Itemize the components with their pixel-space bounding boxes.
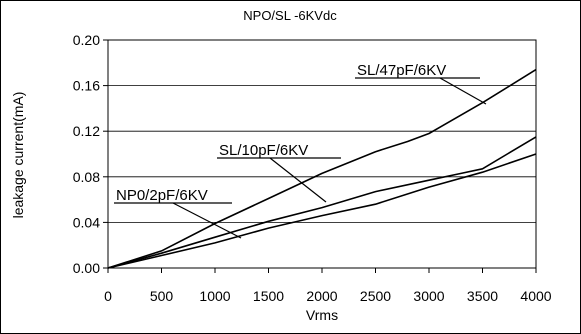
chart-title: NPO/SL -6KVdc	[243, 8, 337, 23]
y-tick-label-5: 0.20	[73, 32, 100, 48]
x-tick-label-4: 2000	[306, 288, 337, 304]
y-tick-label-4: 0.16	[73, 78, 100, 94]
y-tick-label-0: 0.00	[73, 260, 100, 276]
x-tick-label-0: 0	[104, 288, 112, 304]
x-axis-label: Vrms	[306, 307, 338, 323]
series-annotations: SL/47pF/6KV SL/10pF/6KV NP0/2pF/6KV	[114, 62, 487, 239]
x-tick-label-1: 500	[150, 288, 174, 304]
x-tick-label-6: 3000	[413, 288, 444, 304]
series-label-0: SL/47pF/6KV	[357, 62, 446, 79]
y-axis-ticks: 0.00 0.04 0.08 0.12 0.16 0.20	[73, 32, 108, 276]
series-leader-line-2	[172, 202, 242, 239]
x-tick-label-5: 2500	[360, 288, 391, 304]
series-leader-line-1	[269, 157, 327, 203]
x-tick-label-3: 1500	[253, 288, 284, 304]
y-tick-label-1: 0.04	[73, 214, 100, 230]
x-axis-ticks: 0 500 1000 1500 2000 2500 3000 3500 4000	[104, 268, 552, 304]
series-leader-line-0	[439, 77, 487, 105]
y-tick-label-2: 0.08	[73, 169, 100, 185]
x-tick-label-7: 3500	[467, 288, 498, 304]
y-tick-label-3: 0.12	[73, 123, 100, 139]
x-tick-label-8: 4000	[520, 288, 551, 304]
x-tick-label-2: 1000	[199, 288, 230, 304]
series-line-1	[107, 136, 537, 269]
series-label-2: NP0/2pF/6KV	[116, 187, 208, 204]
series-line-0	[107, 68, 537, 269]
y-axis-label: leakage current(mA)	[10, 92, 26, 219]
series-line-2	[107, 153, 537, 269]
series-lines	[107, 68, 537, 269]
series-label-1: SL/10pF/6KV	[219, 142, 308, 159]
